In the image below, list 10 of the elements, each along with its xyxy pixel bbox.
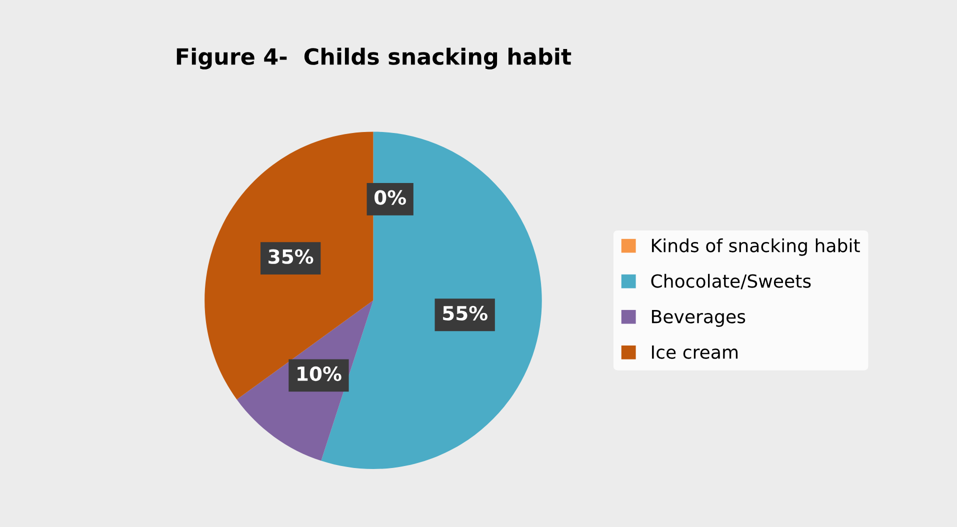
legend-label: Ice cream — [652, 346, 738, 359]
chart-title: Figure 4- Childs snacking habit — [176, 48, 572, 70]
legend-label: Chocolate/Sweets — [651, 274, 811, 290]
pie-slice — [204, 132, 374, 400]
legend-label: Beverages — [652, 310, 746, 327]
text: 0% — [374, 190, 406, 205]
data-label: 55% — [443, 306, 488, 321]
data-label: 10% — [298, 366, 342, 382]
legend-label: Kinds of snacking habit — [652, 238, 860, 256]
data-label: 35% — [268, 249, 314, 264]
